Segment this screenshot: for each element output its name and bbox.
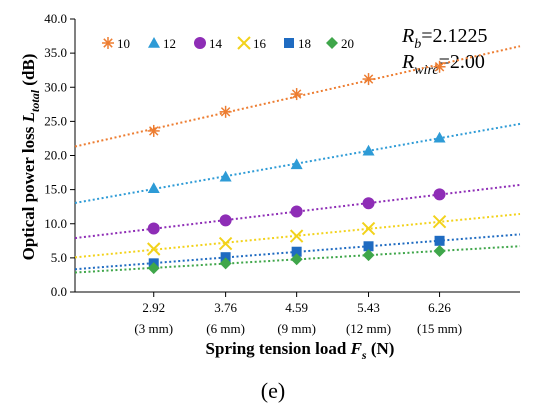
point-series-12	[433, 131, 446, 143]
annotation-rb-subscript: b	[414, 37, 421, 52]
point-series-20	[433, 245, 446, 258]
annotation-rb: Rb=2.1225	[401, 25, 488, 52]
x-tick-label: 5.43	[357, 300, 380, 315]
y-tick-label: 15.0	[44, 182, 67, 197]
x-tick-sublabel: (3 mm)	[134, 321, 173, 336]
point-series-14	[290, 205, 303, 218]
legend-label: 20	[341, 36, 354, 51]
y-axis-title-subscript: total	[28, 89, 42, 112]
x-tick-sublabel: (15 mm)	[417, 321, 462, 336]
point-series-20	[290, 253, 303, 266]
legend-label: 10	[117, 36, 130, 51]
y-tick-label: 30.0	[44, 79, 67, 94]
annotation-rwire: Rwire=2.00	[401, 51, 485, 78]
y-tick-label: 10.0	[44, 216, 67, 231]
point-series-18	[291, 246, 302, 257]
point-series-16	[432, 214, 447, 229]
y-axis-title-symbol: L	[19, 112, 38, 123]
legend-marker-14	[194, 37, 206, 49]
point-series-10	[219, 105, 232, 118]
annotation-rb-value: =2.1225	[421, 25, 487, 47]
y-tick-label: 20.0	[44, 148, 67, 163]
point-series-12	[362, 144, 375, 156]
x-tick-label: 6.26	[428, 300, 451, 315]
x-tick-label: 3.76	[214, 300, 237, 315]
y-tick-label: 0.0	[51, 284, 67, 299]
point-series-10	[362, 73, 375, 86]
x-tick-sublabel: (9 mm)	[277, 321, 316, 336]
y-axis-title-main: Optical power loss	[19, 122, 38, 260]
y-tick-label: 5.0	[51, 250, 67, 265]
annotation-rwire-symbol: R	[401, 51, 414, 73]
point-series-18	[434, 235, 445, 246]
x-axis-title-main: Spring tension load	[206, 339, 351, 358]
point-series-12	[219, 170, 232, 182]
y-axis-title-unit: (dB)	[19, 54, 38, 90]
plot-layer: 0.0 5.0 10.0 15.0 20.0 25.0 30.0 35.0 40.0 2.92 (3…	[44, 11, 521, 336]
x-axis-title-symbol: F	[350, 339, 363, 358]
legend-marker-10	[102, 37, 114, 49]
legend-label: 18	[298, 36, 311, 51]
point-series-20	[219, 257, 232, 270]
point-series-12	[147, 182, 160, 194]
point-series-14	[147, 222, 160, 235]
annotation-rwire-value: =2.00	[439, 51, 485, 73]
point-series-16	[289, 229, 304, 243]
point-series-16	[147, 242, 161, 256]
point-series-10	[290, 88, 303, 101]
x-axis-title: Spring tension load Fs (N)	[206, 339, 395, 362]
y-tick-label: 35.0	[44, 45, 67, 60]
x-axis-title-unit: (N)	[367, 339, 395, 358]
point-series-10	[147, 124, 160, 137]
point-series-18	[363, 241, 374, 252]
point-series-14	[433, 188, 446, 201]
point-series-16	[361, 221, 376, 236]
x-tick-label: 4.59	[285, 300, 308, 315]
point-series-16	[218, 236, 233, 251]
point-series-12	[290, 158, 303, 170]
y-tick-label: 40.0	[44, 11, 67, 26]
point-series-10	[433, 60, 446, 73]
legend-label: 16	[253, 36, 267, 51]
point-series-14	[219, 214, 232, 227]
point-series-18	[220, 252, 231, 263]
x-tick-sublabel: (6 mm)	[206, 321, 245, 336]
legend-label: 14	[209, 36, 223, 51]
y-tick-label: 25.0	[44, 113, 67, 128]
point-series-14	[362, 197, 375, 210]
point-series-20	[362, 249, 375, 262]
legend-marker-20	[326, 37, 338, 49]
x-tick-sublabel: (12 mm)	[346, 321, 391, 336]
x-tick-label: 2.92	[142, 300, 165, 315]
legend-label: 12	[163, 36, 176, 51]
legend-marker-16	[237, 36, 251, 50]
annotation-rb-symbol: R	[401, 25, 414, 47]
x-axis-title-subscript: s	[361, 348, 367, 362]
y-axis-title: Optical power loss Ltotal (dB)	[19, 54, 42, 261]
panel-label: (e)	[261, 378, 285, 403]
point-series-20	[147, 262, 160, 275]
legend-marker-12	[148, 37, 160, 48]
legend-marker-18	[284, 38, 294, 48]
